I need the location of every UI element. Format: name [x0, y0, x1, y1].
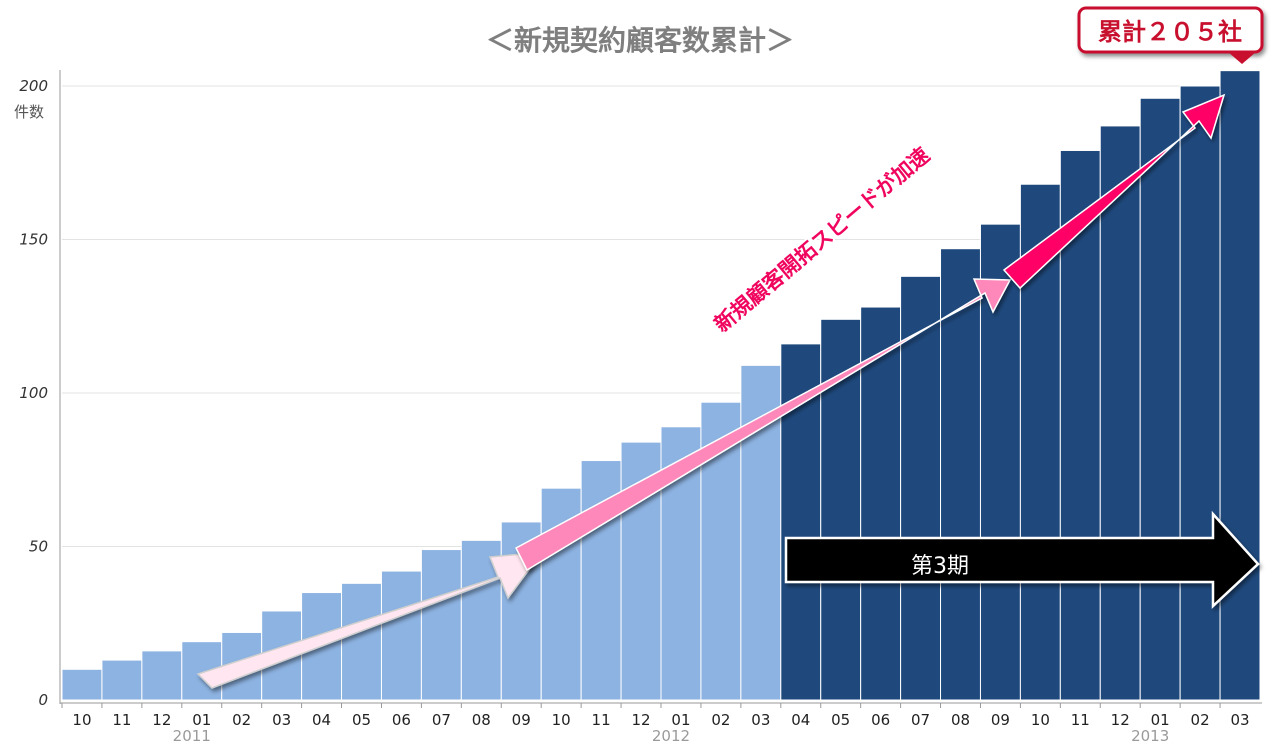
- bar: [141, 650, 183, 701]
- bar: [1099, 125, 1141, 701]
- x-tick-label: 01: [671, 711, 690, 729]
- bar: [1139, 97, 1181, 701]
- bar: [1179, 85, 1221, 701]
- x-tick-label: 04: [312, 711, 331, 729]
- x-tick-label: 10: [1031, 711, 1050, 729]
- third-period-arrow: [784, 510, 1260, 609]
- total-callout-box: [1077, 6, 1264, 54]
- x-tick-label: 01: [1151, 711, 1170, 729]
- bar: [101, 659, 143, 701]
- x-tick-label: 10: [552, 711, 571, 729]
- x-tick-label: 03: [272, 711, 291, 729]
- total-callout-text: 累計２０５社: [1098, 18, 1242, 46]
- bar: [341, 582, 382, 701]
- x-tick-label: 11: [1071, 711, 1090, 729]
- x-tick-label: 12: [631, 711, 650, 729]
- x-tick-label: 11: [592, 711, 611, 729]
- x-axis-ticks: 10 11 12 01 02 03 04 05 06 07 08 09 10 11 12 01 02 03 04 05…: [61, 703, 1250, 729]
- total-callout: 累計２０５社: [1077, 6, 1264, 64]
- y-axis-ticks: 0 50 100 150 200: [19, 77, 48, 709]
- x-tick-label: 02: [1191, 711, 1210, 729]
- x-tick-label: 05: [352, 711, 371, 729]
- early-growth-arrow: [196, 551, 544, 689]
- y-tick-label: 200: [19, 77, 48, 95]
- x-tick-label: 12: [152, 711, 171, 729]
- x-tick-label: 06: [871, 711, 890, 729]
- x-tick-label: 02: [711, 711, 730, 729]
- bar: [61, 668, 103, 701]
- x-tick-label: 04: [791, 711, 810, 729]
- y-tick-label: 100: [19, 384, 48, 402]
- bar: [380, 570, 422, 701]
- bar-series: [61, 70, 1261, 701]
- year-label: 2013: [1131, 727, 1169, 745]
- x-tick-label: 09: [512, 711, 531, 729]
- bar: [1219, 70, 1261, 701]
- mid-growth-arrow: [515, 278, 1012, 572]
- y-axis-label: 件数: [14, 103, 44, 121]
- x-tick-label: 06: [392, 711, 411, 729]
- x-tick-label: 10: [72, 711, 91, 729]
- year-label: 2012: [652, 727, 690, 745]
- third-period-label: 第3期: [911, 554, 969, 579]
- y-tick-label: 50: [29, 538, 48, 556]
- x-tick-label: 02: [232, 711, 251, 729]
- x-tick-label: 05: [831, 711, 850, 729]
- total-callout-pointer: [1228, 52, 1256, 64]
- x-tick-label: 09: [991, 711, 1010, 729]
- year-labels: 2011 2012 2013: [173, 727, 1170, 745]
- bar: [860, 306, 902, 701]
- y-tick-label: 150: [19, 231, 48, 249]
- x-tick-label: 08: [951, 711, 970, 729]
- x-tick-label: 03: [1230, 711, 1249, 729]
- x-tick-label: 08: [472, 711, 491, 729]
- x-tick-label: 07: [911, 711, 930, 729]
- x-tick-label: 01: [192, 711, 211, 729]
- bar: [420, 549, 462, 701]
- chart-title: ＜新規契約顧客数累計＞: [486, 24, 794, 57]
- x-tick-label: 07: [432, 711, 451, 729]
- x-tick-label: 12: [1111, 711, 1130, 729]
- year-label: 2011: [173, 727, 211, 745]
- x-tick-label: 11: [112, 711, 131, 729]
- x-tick-label: 03: [751, 711, 770, 729]
- y-tick-label: 0: [38, 691, 48, 709]
- acceleration-arrow: [1002, 93, 1226, 290]
